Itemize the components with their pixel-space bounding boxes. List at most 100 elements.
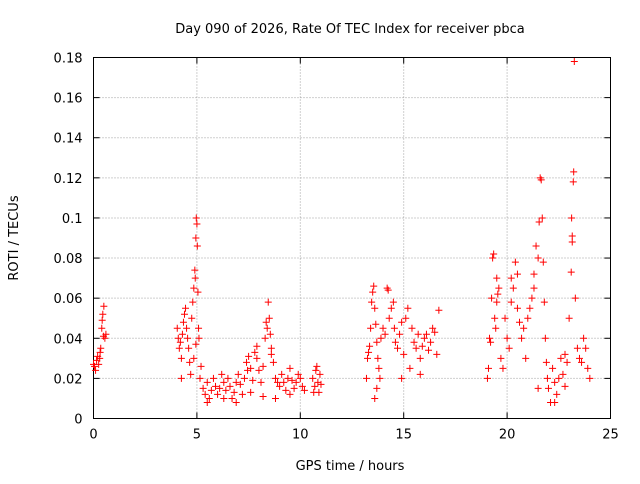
data-point: [408, 324, 416, 332]
data-point: [271, 394, 279, 402]
data-point: [234, 370, 242, 378]
data-point: [384, 286, 392, 294]
data-point: [505, 344, 513, 352]
data-point: [190, 354, 198, 362]
data-point: [540, 298, 548, 306]
y-tick-label: 0.12: [54, 172, 83, 187]
data-point: [374, 354, 382, 362]
data-point: [524, 314, 532, 322]
data-point: [570, 168, 578, 176]
data-point: [561, 350, 569, 358]
data-point: [491, 314, 499, 322]
data-point: [483, 374, 491, 382]
data-point: [404, 304, 412, 312]
data-point: [370, 282, 378, 290]
data-point: [195, 334, 203, 342]
data-point: [207, 386, 215, 394]
data-point: [422, 330, 430, 338]
data-point: [565, 314, 573, 322]
y-tick-label: 0.06: [54, 292, 83, 307]
data-point: [528, 294, 536, 302]
data-point: [396, 330, 404, 338]
data-point: [539, 258, 547, 266]
data-point: [400, 350, 408, 358]
data-point: [420, 334, 428, 342]
data-point: [427, 338, 435, 346]
data-point: [95, 360, 103, 368]
data-point: [316, 370, 324, 378]
x-tick-label: 0: [89, 428, 97, 443]
data-point: [486, 334, 494, 342]
data-point: [398, 318, 406, 326]
data-point: [228, 394, 236, 402]
data-point: [568, 232, 576, 240]
data-point: [193, 242, 201, 250]
data-point: [232, 378, 240, 386]
data-point: [362, 374, 370, 382]
x-tick-label: 15: [395, 428, 412, 443]
data-point: [390, 324, 398, 332]
data-point: [513, 304, 521, 312]
data-point: [503, 334, 511, 342]
data-point: [98, 324, 106, 332]
data-point: [530, 284, 538, 292]
data-point: [425, 346, 433, 354]
data-point: [267, 350, 275, 358]
data-point: [191, 274, 199, 282]
data-point: [190, 284, 198, 292]
data-point: [243, 358, 251, 366]
data-point: [373, 384, 381, 392]
data-point: [371, 394, 379, 402]
data-point: [561, 382, 569, 390]
data-point: [240, 374, 248, 382]
y-tick-label: 0.04: [54, 332, 83, 347]
chart-title: Day 090 of 2026, Rate Of TEC Index for r…: [175, 22, 525, 37]
data-point: [216, 384, 224, 392]
data-point: [173, 324, 181, 332]
data-point: [294, 370, 302, 378]
data-point: [192, 214, 200, 222]
data-point: [575, 354, 583, 362]
data-point: [371, 304, 379, 312]
data-point: [494, 290, 502, 298]
data-point: [520, 324, 528, 332]
y-tick-label: 0.02: [54, 372, 83, 387]
data-point: [375, 364, 383, 372]
data-point: [187, 370, 195, 378]
data-point: [509, 284, 517, 292]
data-point: [367, 324, 375, 332]
data-point: [366, 342, 374, 350]
data-point: [261, 334, 269, 342]
data-point: [376, 374, 384, 382]
data-point: [100, 302, 108, 310]
data-point: [573, 344, 581, 352]
data-point: [488, 294, 496, 302]
data-point: [553, 390, 561, 398]
data-point: [269, 358, 277, 366]
data-point: [177, 354, 185, 362]
y-axis-label: ROTI / TECUs: [7, 195, 22, 280]
data-point: [580, 334, 588, 342]
data-point: [99, 310, 107, 318]
data-point: [179, 318, 187, 326]
data-point: [416, 370, 424, 378]
data-point: [265, 314, 273, 322]
data-point: [387, 304, 395, 312]
data-point: [212, 382, 220, 390]
data-point: [584, 364, 592, 372]
data-point: [570, 58, 578, 66]
data-point: [431, 328, 439, 336]
data-point: [518, 334, 526, 342]
data-point: [274, 378, 282, 386]
data-point: [191, 266, 199, 274]
data-point: [310, 388, 318, 396]
data-point: [292, 378, 300, 386]
data-point: [238, 390, 246, 398]
x-tick-label: 20: [499, 428, 516, 443]
data-point: [435, 306, 443, 314]
data-point: [257, 378, 265, 386]
data-point: [582, 344, 590, 352]
data-point: [214, 390, 222, 398]
data-point: [507, 274, 515, 282]
data-point: [184, 334, 192, 342]
